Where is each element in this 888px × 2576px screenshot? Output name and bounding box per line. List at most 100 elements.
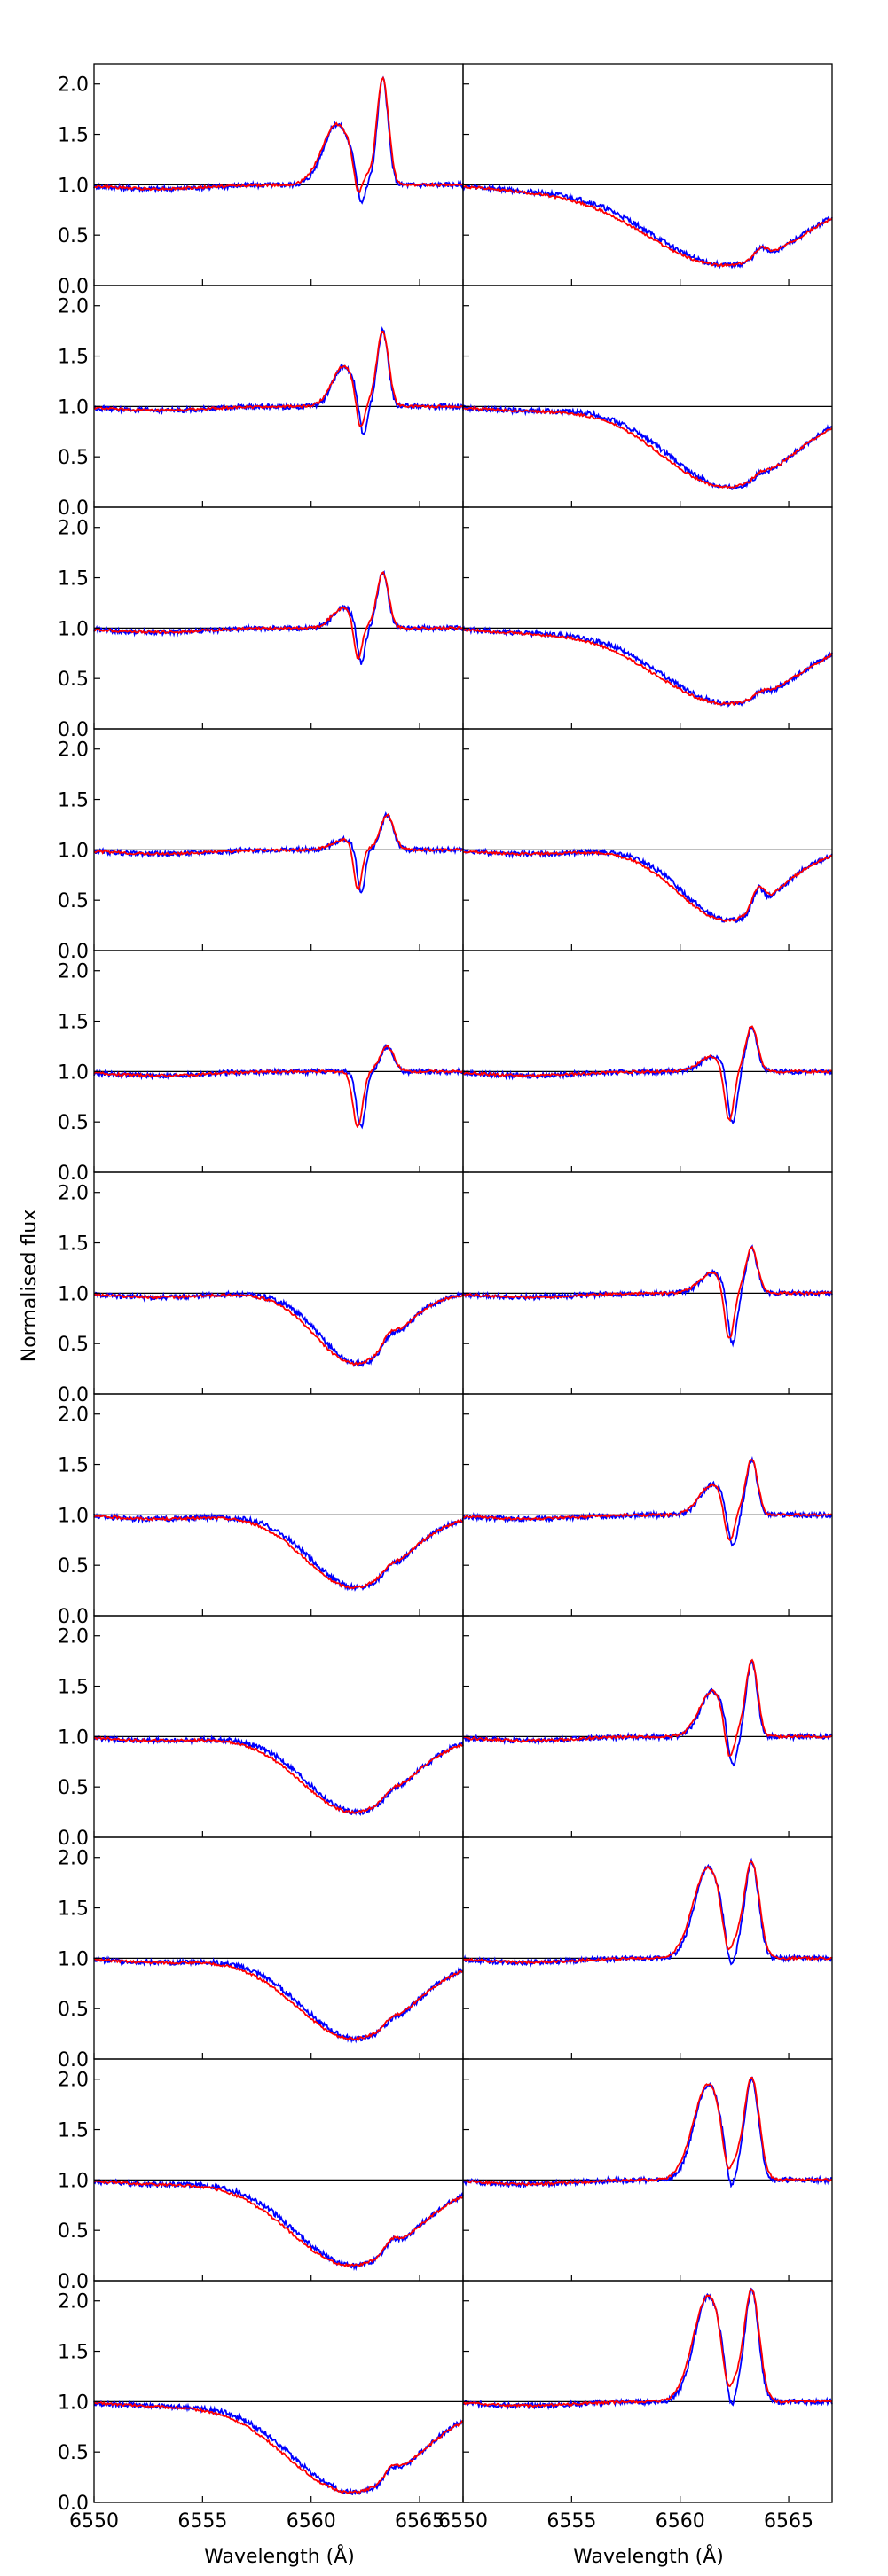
y-tick-label: 2.0 [58, 961, 89, 983]
y-tick-label: 1.5 [58, 347, 89, 369]
y-tick-label: 1.5 [58, 790, 89, 812]
x-tick-label: 6560 [287, 2510, 336, 2533]
x-tick-label: 6550 [438, 2510, 488, 2533]
y-tick-label: 0.5 [58, 1777, 89, 1799]
observed-spectrum-line-r7c1 [93, 1512, 464, 1592]
y-tick-label: 1.0 [58, 2392, 89, 2414]
x-tick-label: 6565 [764, 2510, 813, 2533]
panel-frame-r6c2 [462, 1171, 833, 1395]
panel-frame-r10c1 [93, 2058, 464, 2282]
y-tick-label: 1.0 [58, 175, 89, 197]
panel-frame-r1c1 [93, 63, 464, 286]
model-spectrum-line-r7c2 [462, 1459, 833, 1542]
x-tick-label: 6555 [177, 2510, 227, 2533]
panel-frame-r8c1 [93, 1615, 464, 1838]
y-tick-label: 0.5 [58, 890, 89, 912]
model-spectrum-line-r3c2 [462, 628, 833, 707]
panel-frame-r4c2 [462, 728, 833, 951]
x-tick-label: 6565 [395, 2510, 444, 2533]
y-tick-label: 1.5 [58, 125, 89, 147]
y-tick-label: 0.0 [58, 2493, 89, 2515]
panel-frame-r9c2 [462, 1836, 833, 2060]
y-tick-label: 2.0 [58, 1405, 89, 1427]
y-tick-label: 2.0 [58, 2070, 89, 2092]
y-tick-label: 2.0 [58, 1183, 89, 1205]
y-tick-label: 0.5 [58, 2442, 89, 2464]
observed-spectrum-line-r11c2 [463, 2287, 833, 2411]
model-spectrum-line-r11c1 [93, 2401, 464, 2495]
observed-spectrum-line-r2c2 [462, 403, 833, 491]
y-tick-label: 0.5 [58, 1334, 89, 1356]
y-tick-label: 1.0 [58, 1283, 89, 1305]
observed-spectrum-line-r10c2 [462, 2076, 833, 2189]
observed-spectrum-line-r7c2 [462, 1455, 833, 1547]
y-tick-label: 0.5 [58, 1555, 89, 1578]
x-axis-label-left: Wavelength (Å) [204, 2544, 355, 2568]
model-spectrum-line-r2c2 [462, 405, 833, 489]
panel-frame-r6c1 [93, 1171, 464, 1395]
y-tick-label: 0.0 [58, 1163, 89, 1185]
observed-spectrum-line-r1c1 [93, 75, 464, 205]
observed-spectrum-line-r10c1 [93, 2178, 464, 2272]
observed-spectrum-line-r4c2 [462, 847, 833, 924]
observed-spectrum-line-r4c1 [93, 811, 464, 894]
y-tick-label: 0.0 [58, 1606, 89, 1628]
model-spectrum-line-r5c1 [93, 1045, 464, 1129]
model-spectrum-line-r9c2 [462, 1860, 833, 1965]
model-spectrum-line-r8c1 [93, 1736, 464, 1814]
y-tick-label: 2.0 [58, 2291, 89, 2314]
y-tick-label: 0.0 [58, 2271, 89, 2293]
model-spectrum-line-r9c1 [93, 1957, 464, 2041]
observed-spectrum-line-r6c2 [462, 1244, 833, 1348]
y-tick-label: 1.5 [58, 1677, 89, 1699]
x-tick-label: 6560 [656, 2510, 705, 2533]
y-tick-label: 1.0 [58, 1948, 89, 1970]
model-spectrum-line-r7c1 [93, 1515, 464, 1590]
model-spectrum-line-r4c1 [93, 813, 464, 891]
y-tick-label: 2.0 [58, 1626, 89, 1648]
panels-group: 0.00.51.01.52.00.00.51.01.52.00.00.51.01… [58, 63, 833, 2533]
model-spectrum-line-r1c1 [93, 75, 464, 194]
y-tick-label: 1.0 [58, 1505, 89, 1527]
y-tick-label: 0.0 [58, 941, 89, 963]
y-tick-label: 0.5 [58, 447, 89, 469]
model-spectrum-line-r10c1 [93, 2179, 464, 2268]
panel-frame-r7c2 [462, 1393, 833, 1617]
observed-spectrum-line-r11c1 [93, 2400, 464, 2496]
model-spectrum-line-r6c2 [462, 1245, 833, 1339]
observed-spectrum-line-r5c1 [93, 1044, 464, 1130]
model-spectrum-line-r3c1 [94, 571, 464, 661]
panel-frame-r10c2 [462, 2058, 833, 2282]
model-spectrum-line-r5c2 [462, 1025, 833, 1123]
observed-spectrum-line-r1c2 [462, 183, 833, 270]
model-spectrum-line-r2c1 [93, 331, 464, 427]
panel-frame-r8c2 [462, 1615, 833, 1838]
y-axis-label: Normalised flux [19, 1210, 41, 1363]
observed-spectrum-line-r6c1 [93, 1289, 464, 1368]
panel-frame-r3c1 [93, 506, 464, 730]
observed-spectrum-line-r9c1 [93, 1955, 464, 2044]
y-tick-label: 2.0 [58, 74, 89, 97]
y-tick-label: 1.5 [58, 2342, 89, 2364]
y-tick-label: 0.0 [58, 2049, 89, 2071]
panel-frame-r2c2 [462, 285, 833, 508]
y-tick-label: 2.0 [58, 296, 89, 318]
observed-spectrum-line-r8c1 [93, 1734, 464, 1817]
y-tick-label: 1.0 [58, 1061, 89, 1084]
model-spectrum-line-r1c2 [462, 184, 833, 268]
panel-frame-r11c1 [93, 2280, 464, 2503]
y-tick-label: 1.5 [58, 1899, 89, 1921]
panel-frame-r5c2 [462, 950, 833, 1173]
observed-spectrum-line-r3c2 [462, 625, 833, 708]
observed-spectrum-line-r9c2 [462, 1857, 833, 1968]
model-spectrum-line-r10c2 [462, 2076, 833, 2187]
model-spectrum-line-r4c2 [462, 850, 833, 922]
model-spectrum-line-r8c2 [462, 1658, 833, 1757]
y-tick-label: 0.0 [58, 719, 89, 741]
observed-spectrum-line-r8c2 [462, 1659, 833, 1767]
panel-frame-r3c2 [462, 506, 833, 730]
observed-spectrum-line-r3c1 [93, 569, 464, 665]
observed-spectrum-line-r2c1 [93, 326, 464, 435]
y-tick-label: 2.0 [58, 740, 89, 762]
